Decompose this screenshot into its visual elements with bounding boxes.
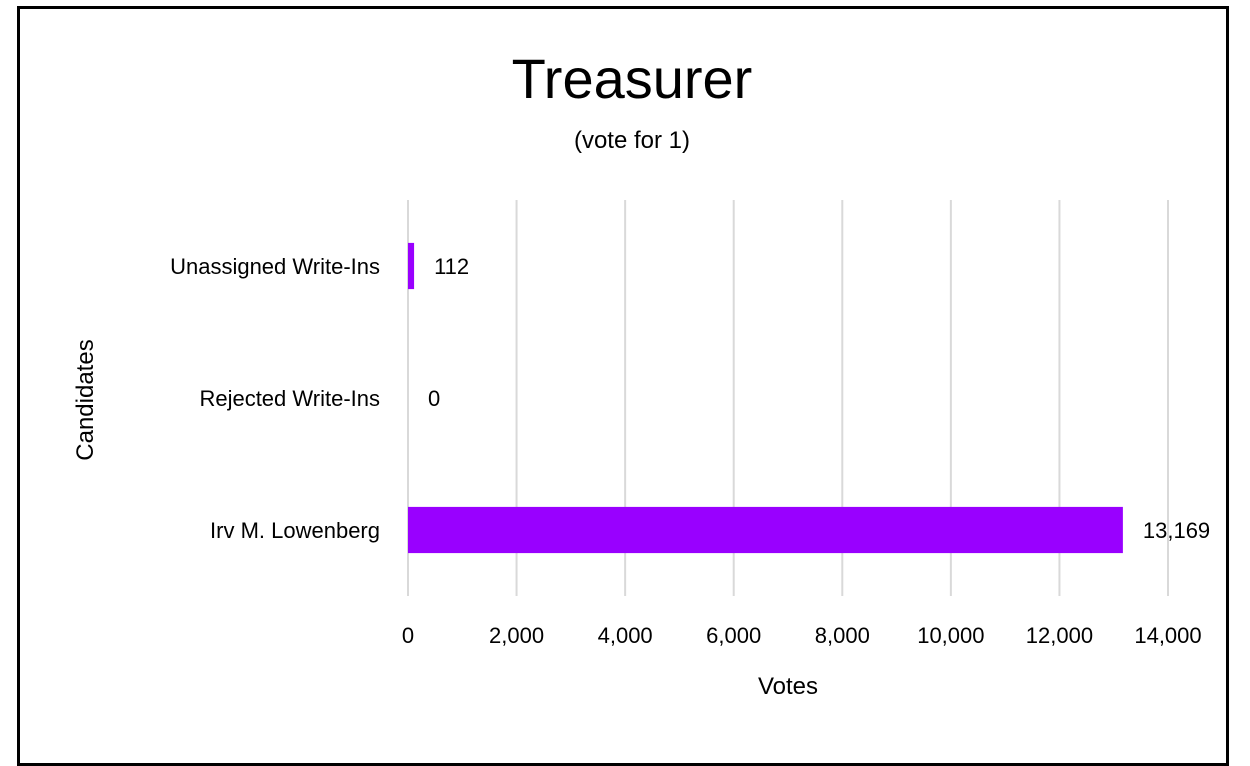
chart-frame <box>17 6 1229 766</box>
chart-title: Treasurer <box>512 47 753 110</box>
y-axis-title: Candidates <box>72 339 99 460</box>
x-tick-label: 0 <box>402 623 414 648</box>
chart-subtitle: (vote for 1) <box>574 127 690 154</box>
labels: 0 2,000 4,000 6,000 8,000 10,000 12,000 14,000 I… <box>170 254 1210 648</box>
x-tick-label: 8,000 <box>815 623 870 648</box>
x-tick-label: 10,000 <box>917 623 984 648</box>
bar <box>408 242 415 290</box>
bars <box>408 242 1123 554</box>
treasurer-bar-chart: 0 2,000 4,000 6,000 8,000 10,000 12,000 14,000 I… <box>72 47 1210 700</box>
category-label: Unassigned Write-Ins <box>170 254 380 279</box>
category-label: Irv M. Lowenberg <box>210 518 380 543</box>
x-tick-label: 6,000 <box>706 623 761 648</box>
x-tick-label: 12,000 <box>1026 623 1093 648</box>
data-label: 13,169 <box>1143 518 1210 543</box>
data-label: 112 <box>434 254 469 279</box>
x-tick-label: 2,000 <box>489 623 544 648</box>
x-axis-title: Votes <box>758 673 818 700</box>
category-label: Rejected Write-Ins <box>199 386 380 411</box>
bar <box>408 506 1123 554</box>
x-tick-label: 4,000 <box>598 623 653 648</box>
x-tick-label: 14,000 <box>1134 623 1201 648</box>
data-label: 0 <box>428 386 440 411</box>
